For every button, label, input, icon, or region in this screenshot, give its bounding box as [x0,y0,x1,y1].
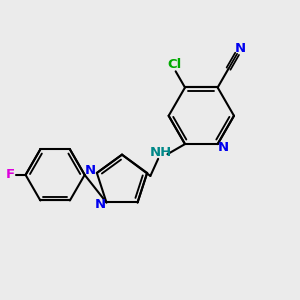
Text: N: N [85,164,96,177]
Text: Cl: Cl [167,58,181,71]
Text: NH: NH [149,146,172,159]
Text: N: N [95,199,106,212]
Text: N: N [234,43,245,56]
Text: F: F [6,168,15,182]
Text: N: N [218,141,229,154]
